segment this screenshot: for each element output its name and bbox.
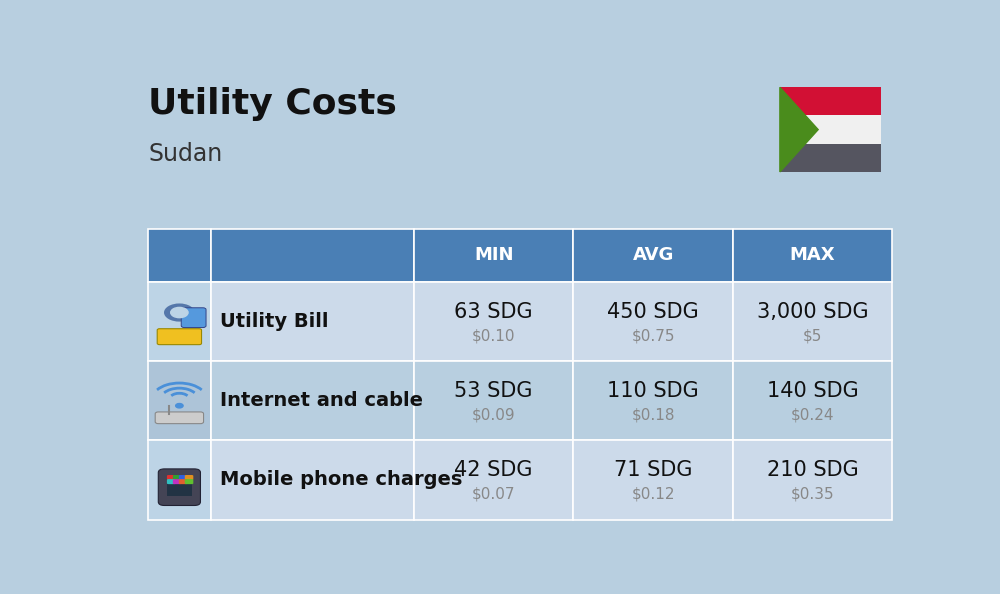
FancyBboxPatch shape <box>573 440 733 520</box>
Text: 71 SDG: 71 SDG <box>614 460 692 481</box>
FancyBboxPatch shape <box>573 361 733 440</box>
Text: Sudan: Sudan <box>148 142 222 166</box>
Text: $0.10: $0.10 <box>472 328 515 343</box>
Text: MAX: MAX <box>790 247 835 264</box>
FancyBboxPatch shape <box>179 479 187 484</box>
Text: Internet and cable: Internet and cable <box>220 391 423 410</box>
FancyBboxPatch shape <box>157 328 202 345</box>
FancyBboxPatch shape <box>414 229 573 282</box>
FancyBboxPatch shape <box>148 229 211 282</box>
FancyBboxPatch shape <box>780 115 881 144</box>
FancyBboxPatch shape <box>733 361 892 440</box>
Circle shape <box>176 403 183 408</box>
Text: 53 SDG: 53 SDG <box>454 381 533 401</box>
Circle shape <box>171 308 188 318</box>
Text: 210 SDG: 210 SDG <box>767 460 858 481</box>
Text: MIN: MIN <box>474 247 513 264</box>
FancyBboxPatch shape <box>185 479 193 484</box>
Text: 63 SDG: 63 SDG <box>454 302 533 322</box>
FancyBboxPatch shape <box>158 469 200 505</box>
FancyBboxPatch shape <box>148 440 211 520</box>
FancyBboxPatch shape <box>148 361 211 440</box>
FancyBboxPatch shape <box>211 361 414 440</box>
FancyBboxPatch shape <box>181 308 206 327</box>
FancyBboxPatch shape <box>148 282 211 361</box>
Text: Mobile phone charges: Mobile phone charges <box>220 470 462 489</box>
Text: $0.09: $0.09 <box>472 407 515 422</box>
FancyBboxPatch shape <box>733 440 892 520</box>
FancyBboxPatch shape <box>167 479 175 484</box>
Text: Utility Bill: Utility Bill <box>220 312 328 331</box>
FancyBboxPatch shape <box>211 229 414 282</box>
FancyBboxPatch shape <box>733 229 892 282</box>
FancyBboxPatch shape <box>733 282 892 361</box>
FancyBboxPatch shape <box>211 282 414 361</box>
FancyBboxPatch shape <box>573 229 733 282</box>
Text: 3,000 SDG: 3,000 SDG <box>757 302 868 322</box>
Text: $0.12: $0.12 <box>631 486 675 502</box>
Text: $0.18: $0.18 <box>631 407 675 422</box>
FancyBboxPatch shape <box>167 475 175 480</box>
Text: 42 SDG: 42 SDG <box>454 460 533 481</box>
FancyBboxPatch shape <box>155 412 204 424</box>
FancyBboxPatch shape <box>414 440 573 520</box>
Text: $5: $5 <box>803 328 822 343</box>
FancyBboxPatch shape <box>211 440 414 520</box>
Text: $0.75: $0.75 <box>631 328 675 343</box>
Text: $0.24: $0.24 <box>791 407 834 422</box>
Text: $0.07: $0.07 <box>472 486 515 502</box>
Text: 140 SDG: 140 SDG <box>767 381 858 401</box>
FancyBboxPatch shape <box>414 361 573 440</box>
FancyBboxPatch shape <box>185 475 193 480</box>
FancyBboxPatch shape <box>167 476 192 497</box>
FancyBboxPatch shape <box>780 87 881 115</box>
Polygon shape <box>780 87 818 172</box>
FancyBboxPatch shape <box>173 475 181 480</box>
FancyBboxPatch shape <box>573 282 733 361</box>
FancyBboxPatch shape <box>179 475 187 480</box>
Text: 110 SDG: 110 SDG <box>607 381 699 401</box>
FancyBboxPatch shape <box>173 479 181 484</box>
Text: $0.35: $0.35 <box>791 486 834 502</box>
Text: AVG: AVG <box>632 247 674 264</box>
Circle shape <box>164 304 195 321</box>
FancyBboxPatch shape <box>780 144 881 172</box>
FancyBboxPatch shape <box>414 282 573 361</box>
Text: 450 SDG: 450 SDG <box>607 302 699 322</box>
Text: Utility Costs: Utility Costs <box>148 87 397 121</box>
